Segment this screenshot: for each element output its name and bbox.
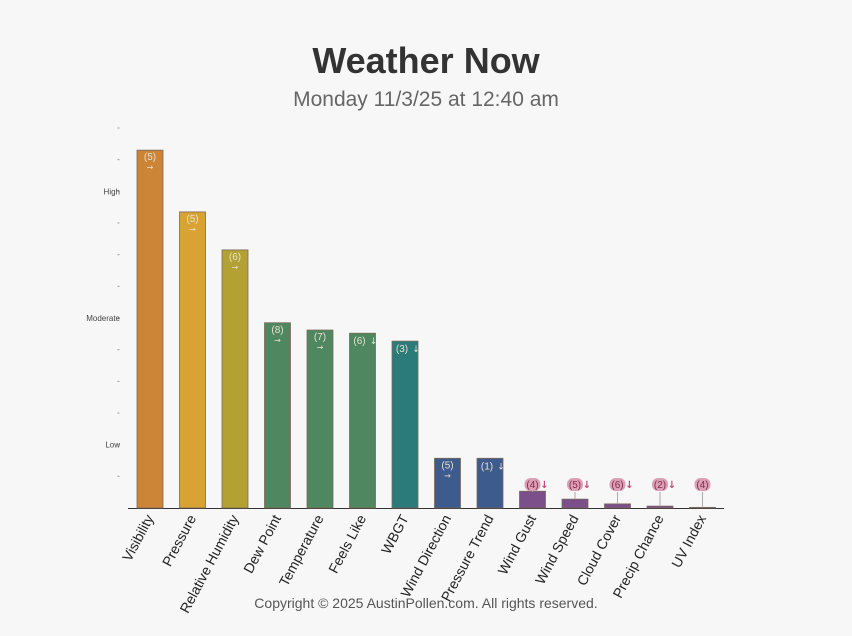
trend-arrow: ↓ — [583, 480, 591, 491]
bar-value-label: (6) — [353, 336, 365, 347]
trend-arrow: ↓ — [412, 345, 420, 355]
trend-arrow: ↓ — [497, 462, 505, 472]
bar-value-label: (4) — [696, 480, 708, 491]
bar-value-label: (5) — [186, 214, 198, 225]
x-tick-label: Dew Point — [240, 512, 284, 576]
trend-arrow: → — [274, 336, 281, 345]
x-tick-label: Wind Gust — [494, 512, 539, 577]
bar — [221, 249, 249, 509]
bar-value-label: (3) — [396, 344, 408, 355]
trend-arrow: ↓ — [625, 480, 633, 491]
bar — [604, 503, 631, 509]
bar — [306, 329, 334, 509]
bar — [434, 457, 461, 509]
bar-value-label: (8) — [271, 325, 283, 336]
x-tick-label: Visibility — [119, 512, 157, 564]
bar-value-label: (7) — [314, 332, 326, 343]
x-tick-label: WBGT — [378, 512, 412, 557]
bar — [689, 506, 716, 509]
x-tick-label: UV Index — [668, 512, 709, 570]
bar — [561, 498, 589, 509]
bar — [476, 457, 504, 509]
x-tick-label: Cloud Cover — [573, 512, 624, 589]
trend-arrow: → — [232, 263, 239, 272]
bar-value-label: (6) — [611, 480, 623, 491]
copyright-text: Copyright © 2025 AustinPollen.com. All r… — [254, 595, 598, 611]
bar-label-badge — [567, 478, 583, 491]
bar — [519, 490, 546, 509]
bar-value-label: (5) — [441, 460, 453, 471]
chart-title: Weather Now — [312, 40, 540, 81]
y-tick-label: Low — [105, 441, 120, 450]
trend-arrow: ↓ — [668, 480, 676, 491]
bar — [136, 149, 164, 509]
bar-value-label: (1) — [481, 461, 493, 472]
bar-value-label: (5) — [144, 152, 156, 163]
bar-value-label: (5) — [569, 480, 581, 491]
chart-subtitle: Monday 11/3/25 at 12:40 am — [293, 88, 559, 111]
y-tick-label: Moderate — [86, 314, 120, 323]
bar-label-badge — [694, 478, 711, 491]
bar-value-label: (4) — [526, 480, 538, 491]
bar-value-label: (2) — [654, 480, 666, 491]
x-tick-label: Pressure — [159, 512, 200, 569]
bar-label-badge — [652, 478, 668, 491]
bar — [646, 505, 674, 509]
bar — [391, 340, 419, 509]
x-tick-label: Wind Speed — [532, 512, 582, 587]
bar-value-label: (6) — [229, 252, 241, 263]
trend-arrow: → — [189, 225, 196, 234]
bar — [179, 211, 206, 509]
x-tick-label: Feels Like — [325, 512, 369, 576]
trend-arrow: → — [444, 471, 451, 480]
x-tick-label: Temperature — [276, 512, 327, 589]
trend-arrow: ↓ — [370, 337, 378, 347]
bar — [264, 322, 291, 509]
y-tick-label: High — [104, 187, 120, 196]
trend-arrow: → — [147, 163, 154, 172]
trend-arrow: ↓ — [540, 480, 548, 491]
bar-label-badge — [524, 478, 541, 491]
trend-arrow: → — [317, 343, 324, 352]
bar-label-badge — [609, 478, 626, 491]
bar — [349, 332, 376, 509]
